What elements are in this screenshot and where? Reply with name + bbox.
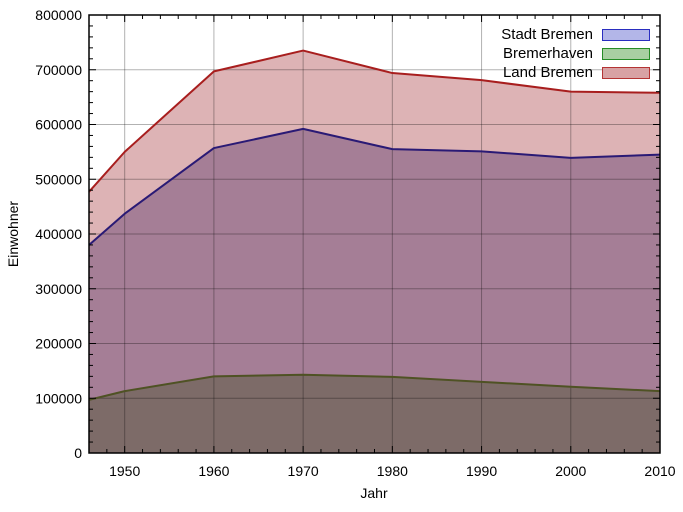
y-tick-label: 400000 — [35, 226, 82, 242]
axis-ticks — [88, 14, 661, 454]
x-tick-labels: 1950 1960 1970 1980 1990 2000 2010 — [109, 463, 676, 479]
series-areas — [89, 50, 660, 454]
x-tick-label: 1970 — [288, 463, 319, 479]
area-bremerhaven — [89, 374, 660, 453]
legend-swatch-bremerhaven — [602, 47, 650, 60]
y-tick-label: 0 — [74, 445, 82, 461]
y-tick-label: 200000 — [35, 336, 82, 352]
legend-item-stadt-bremen: Stadt Bremen — [501, 25, 650, 44]
y-tick-label: 800000 — [35, 7, 82, 23]
line-bremerhaven — [88, 373, 661, 401]
legend-label-bremerhaven: Bremerhaven — [502, 45, 593, 62]
legend-swatch-stadt-bremen — [602, 28, 650, 41]
x-tick-label: 2010 — [644, 463, 675, 479]
y-tick-label: 600000 — [35, 117, 82, 133]
legend-label-land-bremen: Land Bremen — [502, 64, 593, 81]
x-tick-label: 1990 — [466, 463, 497, 479]
line-stadt-bremen — [88, 127, 661, 246]
series-lines — [88, 49, 661, 401]
y-tick-label: 500000 — [35, 171, 82, 187]
x-axis-title: Jahr — [360, 485, 388, 501]
x-tick-label: 1980 — [377, 463, 408, 479]
area-stadt-bremen — [89, 128, 660, 453]
y-tick-label: 100000 — [35, 390, 82, 406]
y-axis-title: Einwohner — [5, 200, 21, 268]
x-tick-label: 1960 — [198, 463, 229, 479]
legend-label-stadt-bremen: Stadt Bremen — [501, 26, 593, 43]
y-tick-labels: 0 100000 200000 300000 400000 500000 600000 700… — [35, 7, 82, 461]
x-tick-label: 2000 — [555, 463, 586, 479]
legend-swatch-land-bremen — [602, 66, 650, 79]
legend-item-bremerhaven: Bremerhaven — [501, 44, 650, 63]
y-tick-label: 300000 — [35, 281, 82, 297]
legend: Stadt Bremen Bremerhaven Land Bremen — [501, 25, 650, 82]
line-land-bremen — [88, 49, 661, 193]
legend-item-land-bremen: Land Bremen — [501, 63, 650, 82]
x-tick-label: 1950 — [109, 463, 140, 479]
y-tick-label: 700000 — [35, 62, 82, 78]
